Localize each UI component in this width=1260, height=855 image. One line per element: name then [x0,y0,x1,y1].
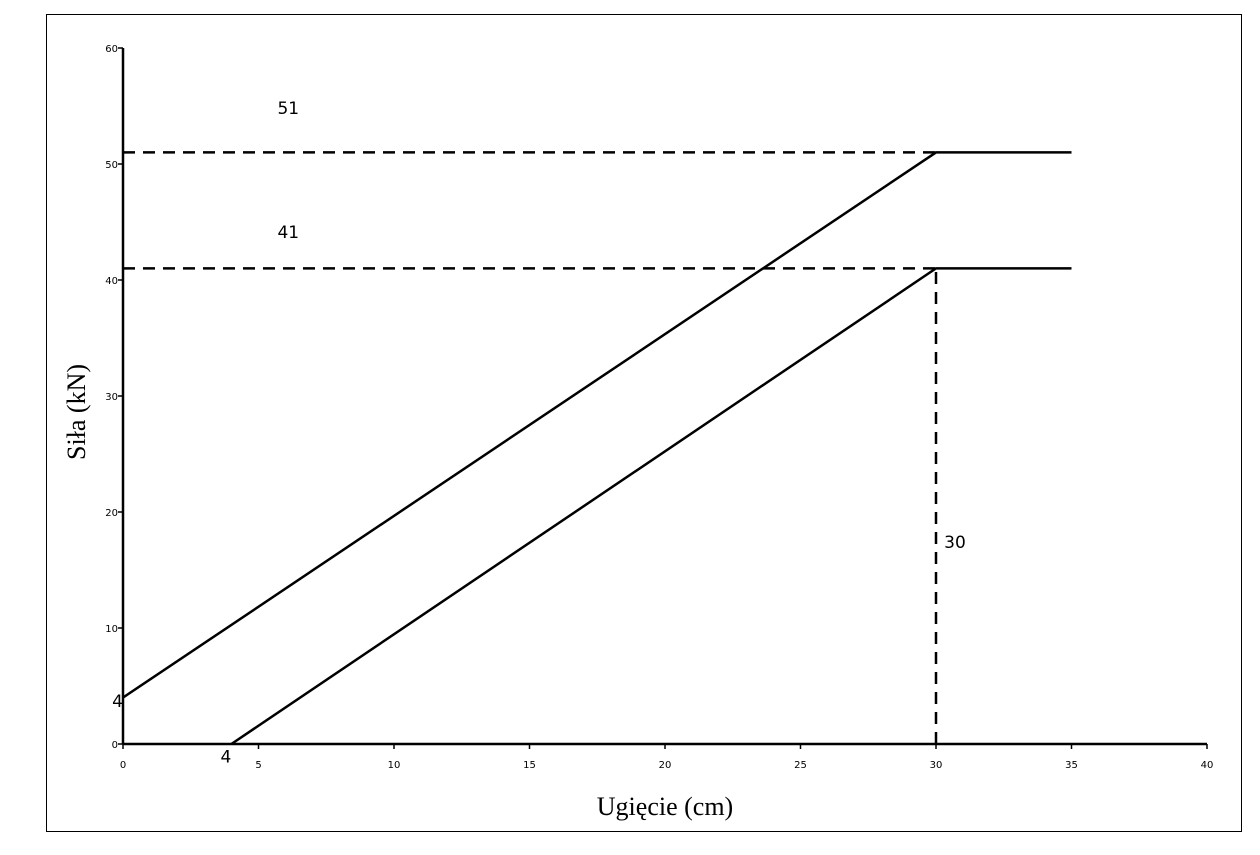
chart-frame [46,14,1242,832]
x-tick-label: 10 [388,760,401,771]
series-line [122,151,1072,699]
annotation-label: 4 [221,748,232,768]
annotation-label: 30 [944,533,966,553]
y-tick-label: 60 [105,44,118,55]
axes [118,47,1208,749]
x-axis-title: Ugięcie (cm) [597,792,733,821]
annotation-label: 4 [112,692,123,712]
x-tick-label: 35 [1065,760,1078,771]
x-tick-label: 0 [120,760,126,771]
y-tick-label: 0 [112,740,118,751]
y-axis-title: Siła (kN) [62,364,91,460]
x-tick-label: 40 [1201,760,1214,771]
y-tick-label: 40 [105,276,118,287]
x-tick-label: 25 [794,760,807,771]
tick-labels: 0 5 10 15 20 25 30 35 40 0 10 20 30 40 50 60 [105,44,1213,771]
x-tick-label: 20 [659,760,672,771]
series-lines [122,151,1072,746]
reference-lines [123,151,938,744]
annotation-label: 51 [277,99,299,119]
y-tick-label: 50 [105,160,118,171]
annotation-label: 41 [277,223,299,243]
y-tick-label: 10 [105,624,118,635]
x-tick-label: 30 [930,760,943,771]
y-tick-label: 30 [105,392,118,403]
series-line [230,267,1072,746]
x-tick-label: 15 [523,760,536,771]
annotations: 51 41 30 4 4 [112,99,966,767]
y-tick-label: 20 [105,508,118,519]
x-tick-label: 5 [255,760,261,771]
